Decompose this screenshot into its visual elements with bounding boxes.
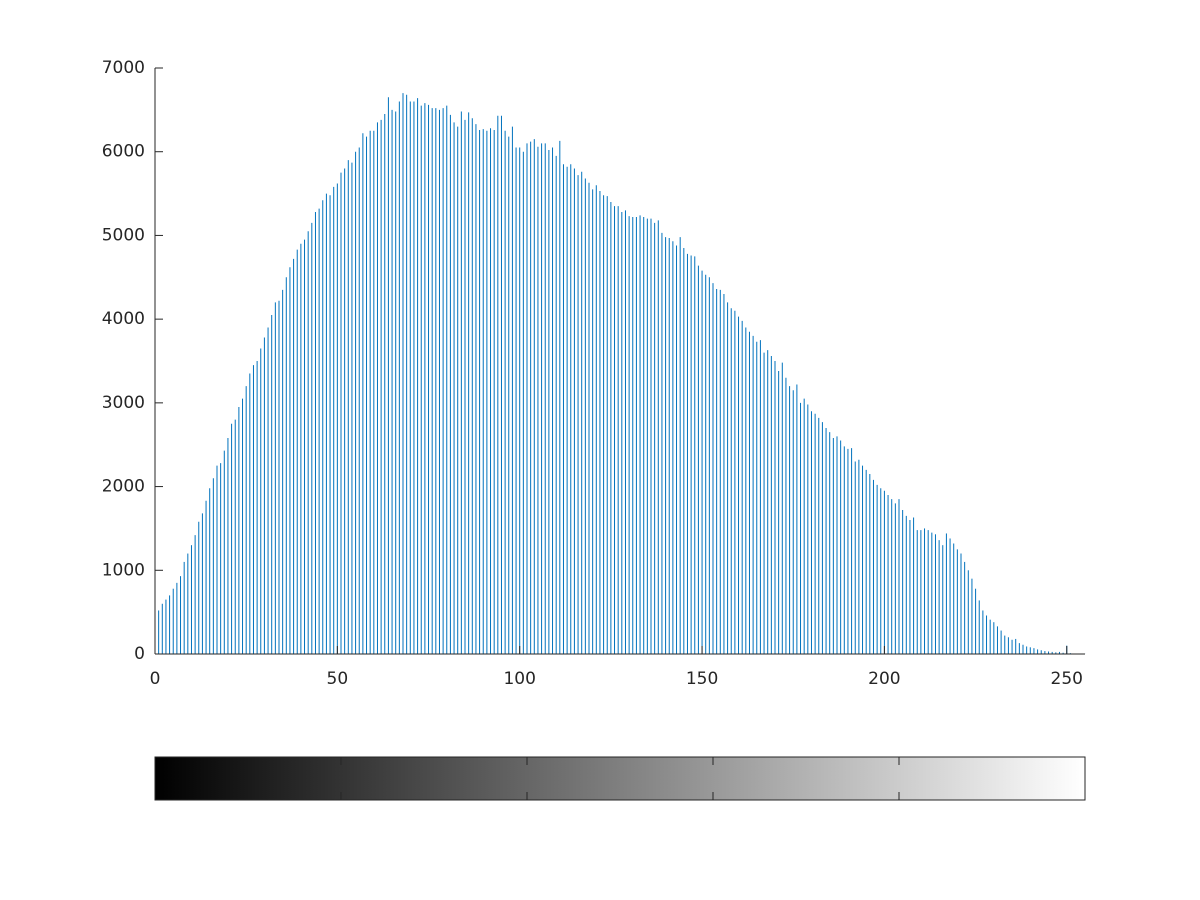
x-tick-label: 100	[503, 669, 535, 689]
x-tick-label: 0	[150, 669, 161, 689]
y-tick-label: 7000	[102, 58, 145, 78]
y-tick-label: 1000	[102, 560, 145, 580]
colorbar	[154, 756, 1086, 801]
y-tick-label: 3000	[102, 393, 145, 413]
y-tick-label: 0	[134, 644, 145, 664]
y-tick-label: 6000	[102, 142, 145, 162]
y-tick-label: 2000	[102, 477, 145, 497]
x-tick-label: 50	[327, 669, 349, 689]
y-tick-label: 4000	[102, 309, 145, 329]
x-tick-label: 250	[1051, 669, 1083, 689]
x-tick-label: 150	[686, 669, 718, 689]
x-tick-label: 200	[868, 669, 900, 689]
y-tick-label: 5000	[102, 225, 145, 245]
colorbar-gradient	[154, 756, 1086, 801]
